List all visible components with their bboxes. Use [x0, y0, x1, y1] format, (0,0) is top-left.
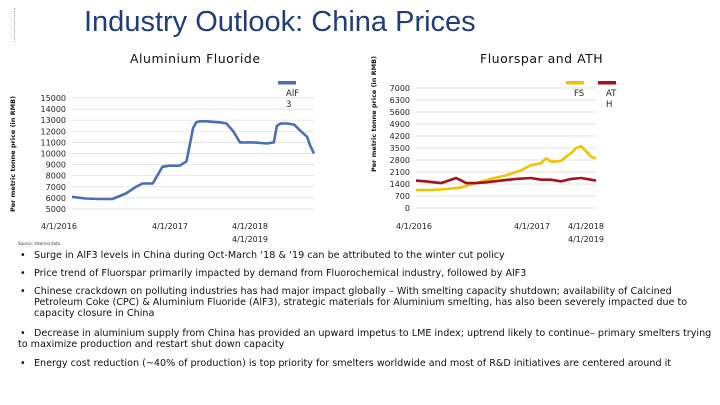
y-tick-label: 2800	[390, 156, 410, 165]
bullet-item: • Chinese crackdown on polluting industr…	[18, 286, 716, 319]
legend-swatch	[566, 81, 584, 85]
y-tick-label: 14000	[41, 105, 66, 114]
bullet-dot-icon: •	[20, 328, 26, 339]
y-tick-label: 12000	[41, 127, 66, 136]
bullet-text: Surge in AlF3 levels in China during Oct…	[34, 250, 505, 261]
x-tick-label: 4/1/2018	[568, 222, 604, 231]
bullet-text: Chinese crackdown on polluting industrie…	[34, 286, 688, 319]
x-tick-label: 4/1/2018	[232, 222, 268, 231]
legend-label: H	[606, 100, 612, 110]
bullet-item: • Decrease in aluminium supply from Chin…	[18, 328, 716, 350]
alf3-chart-title: Aluminium Fluoride	[130, 51, 261, 66]
y-tick-label: 3500	[390, 144, 410, 153]
y-tick-label: 7000	[46, 183, 66, 192]
legend-label: AlF	[286, 89, 299, 99]
legend-swatch	[278, 81, 296, 85]
y-tick-label: 700	[395, 192, 410, 201]
legend-label: 3	[286, 100, 291, 110]
bullet-text: Energy cost reduction (~40% of productio…	[34, 358, 672, 369]
source-note: Source: Internal data	[18, 241, 61, 246]
y-tick-label: 13000	[41, 116, 66, 125]
x-tick-label: 4/1/2017	[152, 222, 188, 231]
y-tick-label: 15000	[41, 94, 66, 103]
series-line-alf3	[71, 120, 316, 201]
x-tick-label: 4/1/2017	[514, 222, 550, 231]
y-tick-label: 7000	[390, 84, 410, 93]
bullet-item: • Energy cost reduction (~40% of product…	[18, 358, 716, 369]
y-tick-label: 8000	[46, 172, 66, 181]
bullet-dot-icon: •	[20, 358, 26, 369]
bullet-text: Decrease in aluminium supply from China …	[18, 328, 712, 350]
y-tick-label: 10000	[41, 150, 66, 159]
legend-label: AT	[606, 89, 617, 99]
page-title: Industry Outlook: China Prices	[84, 6, 476, 38]
series-line-ath	[415, 176, 597, 185]
x-tick-label: 4/1/2016	[396, 222, 432, 231]
x-tick-label: 4/1/2016	[41, 222, 77, 231]
y-tick-label: 11000	[41, 138, 66, 147]
y-tick-label: 4200	[390, 132, 410, 141]
y-tick-label: 6000	[46, 194, 66, 203]
x-tick-label: 4/1/2019	[568, 235, 604, 244]
title-divider	[14, 8, 15, 42]
bullet-item: • Surge in AlF3 levels in China during O…	[18, 250, 716, 261]
bullet-dot-icon: •	[20, 250, 26, 261]
bullet-item: • Price trend of Fluorspar primarily imp…	[18, 268, 716, 279]
y-tick-label: 0	[405, 204, 410, 213]
legend-swatch	[598, 81, 616, 85]
y-tick-label: 6300	[390, 96, 410, 105]
y-tick-label: 5600	[390, 108, 410, 117]
bullet-dot-icon: •	[20, 286, 26, 297]
legend-label: FS	[574, 89, 584, 99]
series-line-fs	[416, 145, 597, 192]
x-tick-label: 4/1/2019	[232, 235, 268, 244]
y-tick-label: 5000	[46, 205, 66, 214]
y-tick-label: 1400	[390, 180, 410, 189]
y-tick-label: 4900	[390, 120, 410, 129]
y-tick-label: 2100	[390, 168, 410, 177]
bullet-dot-icon: •	[20, 268, 26, 279]
fluorspar-chart-title: Fluorspar and ATH	[480, 51, 604, 66]
y-tick-label: 9000	[46, 161, 66, 170]
bullet-text: Price trend of Fluorspar primarily impac…	[34, 268, 527, 279]
